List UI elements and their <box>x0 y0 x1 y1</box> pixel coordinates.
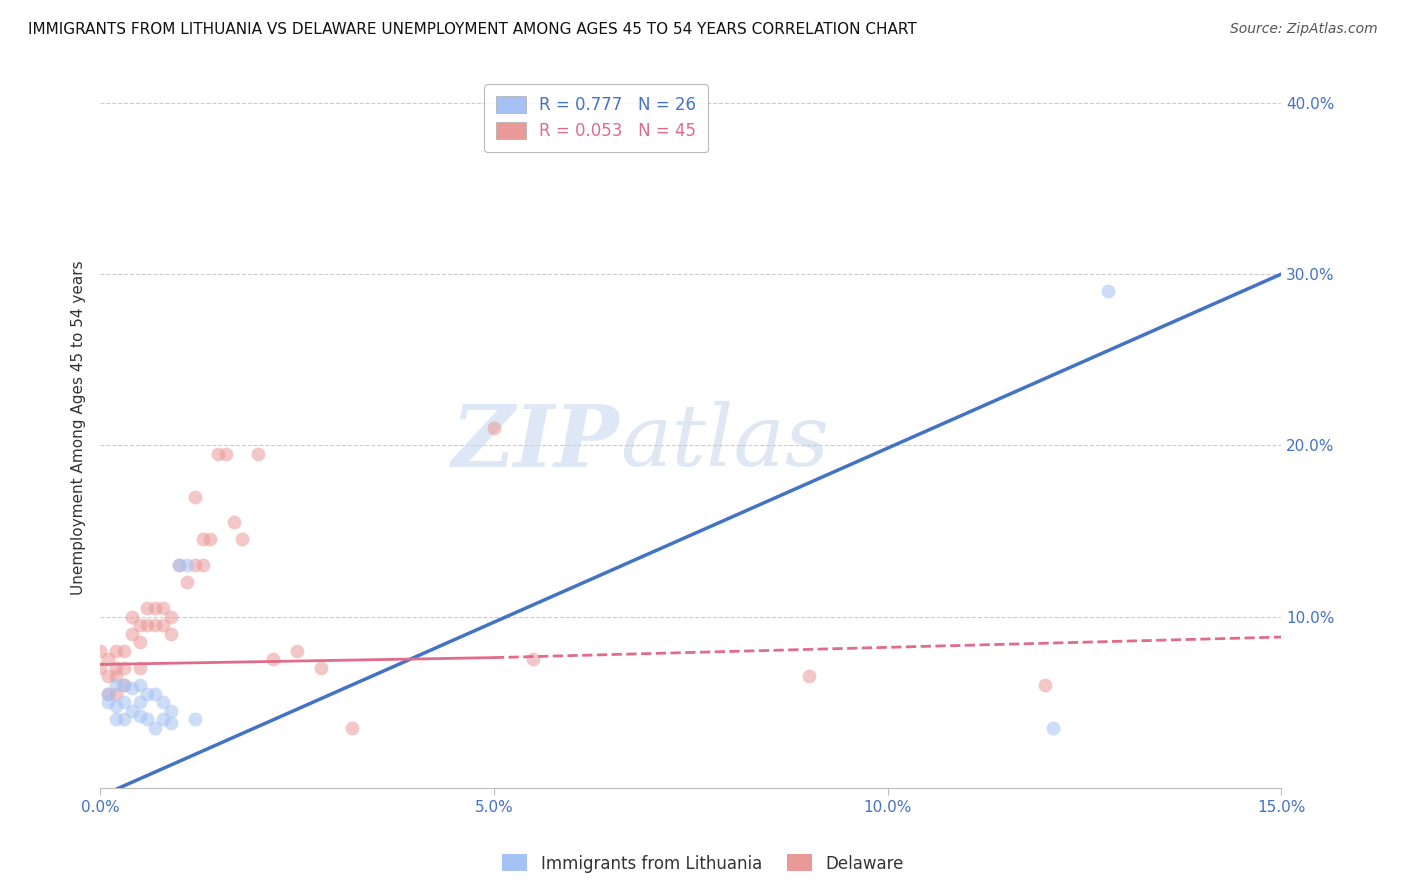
Point <box>152 601 174 615</box>
Point <box>97 687 120 701</box>
Point <box>1042 721 1064 735</box>
Point <box>97 669 120 683</box>
Point <box>104 661 127 675</box>
Point <box>340 721 363 735</box>
Point <box>160 626 183 640</box>
Point <box>160 704 183 718</box>
Point <box>97 687 120 701</box>
Point <box>128 709 150 723</box>
Point <box>143 721 166 735</box>
Point <box>167 558 190 573</box>
Point <box>176 575 198 590</box>
Point <box>128 695 150 709</box>
Point <box>191 533 214 547</box>
Text: Source: ZipAtlas.com: Source: ZipAtlas.com <box>1230 22 1378 37</box>
Point <box>104 712 127 726</box>
Text: atlas: atlas <box>620 401 830 483</box>
Point <box>222 516 245 530</box>
Point <box>143 618 166 632</box>
Point <box>215 447 238 461</box>
Point <box>121 626 143 640</box>
Point <box>262 652 284 666</box>
Point <box>128 678 150 692</box>
Point <box>136 687 159 701</box>
Point <box>89 661 111 675</box>
Point <box>143 601 166 615</box>
Text: IMMIGRANTS FROM LITHUANIA VS DELAWARE UNEMPLOYMENT AMONG AGES 45 TO 54 YEARS COR: IMMIGRANTS FROM LITHUANIA VS DELAWARE UN… <box>28 22 917 37</box>
Point <box>128 635 150 649</box>
Point <box>309 661 332 675</box>
Point <box>176 558 198 573</box>
Point <box>207 447 229 461</box>
Point <box>112 678 135 692</box>
Point <box>136 601 159 615</box>
Point <box>104 669 127 683</box>
Point <box>1097 284 1119 298</box>
Point <box>1033 678 1056 692</box>
Text: ZIP: ZIP <box>451 401 620 484</box>
Point <box>121 609 143 624</box>
Point <box>183 558 205 573</box>
Point <box>200 533 222 547</box>
Point <box>121 681 143 696</box>
Y-axis label: Unemployment Among Ages 45 to 54 years: Unemployment Among Ages 45 to 54 years <box>72 260 86 596</box>
Point <box>128 661 150 675</box>
Point <box>97 695 120 709</box>
Point <box>97 652 120 666</box>
Point <box>136 618 159 632</box>
Point <box>143 687 166 701</box>
Point <box>191 558 214 573</box>
Point <box>104 644 127 658</box>
Legend: Immigrants from Lithuania, Delaware: Immigrants from Lithuania, Delaware <box>496 847 910 880</box>
Point <box>136 712 159 726</box>
Point <box>121 704 143 718</box>
Point <box>797 669 820 683</box>
Point <box>104 678 127 692</box>
Point <box>231 533 253 547</box>
Point <box>183 712 205 726</box>
Point <box>160 609 183 624</box>
Point <box>104 698 127 713</box>
Point <box>522 652 544 666</box>
Point <box>482 421 505 435</box>
Point <box>112 644 135 658</box>
Point <box>183 490 205 504</box>
Point <box>285 644 308 658</box>
Point <box>112 695 135 709</box>
Point <box>246 447 269 461</box>
Point <box>152 618 174 632</box>
Point <box>112 712 135 726</box>
Legend: R = 0.777   N = 26, R = 0.053   N = 45: R = 0.777 N = 26, R = 0.053 N = 45 <box>485 84 709 152</box>
Point <box>152 695 174 709</box>
Point <box>128 618 150 632</box>
Point <box>104 687 127 701</box>
Point <box>112 661 135 675</box>
Point <box>152 712 174 726</box>
Point <box>112 678 135 692</box>
Point <box>160 715 183 730</box>
Point <box>89 644 111 658</box>
Point <box>167 558 190 573</box>
